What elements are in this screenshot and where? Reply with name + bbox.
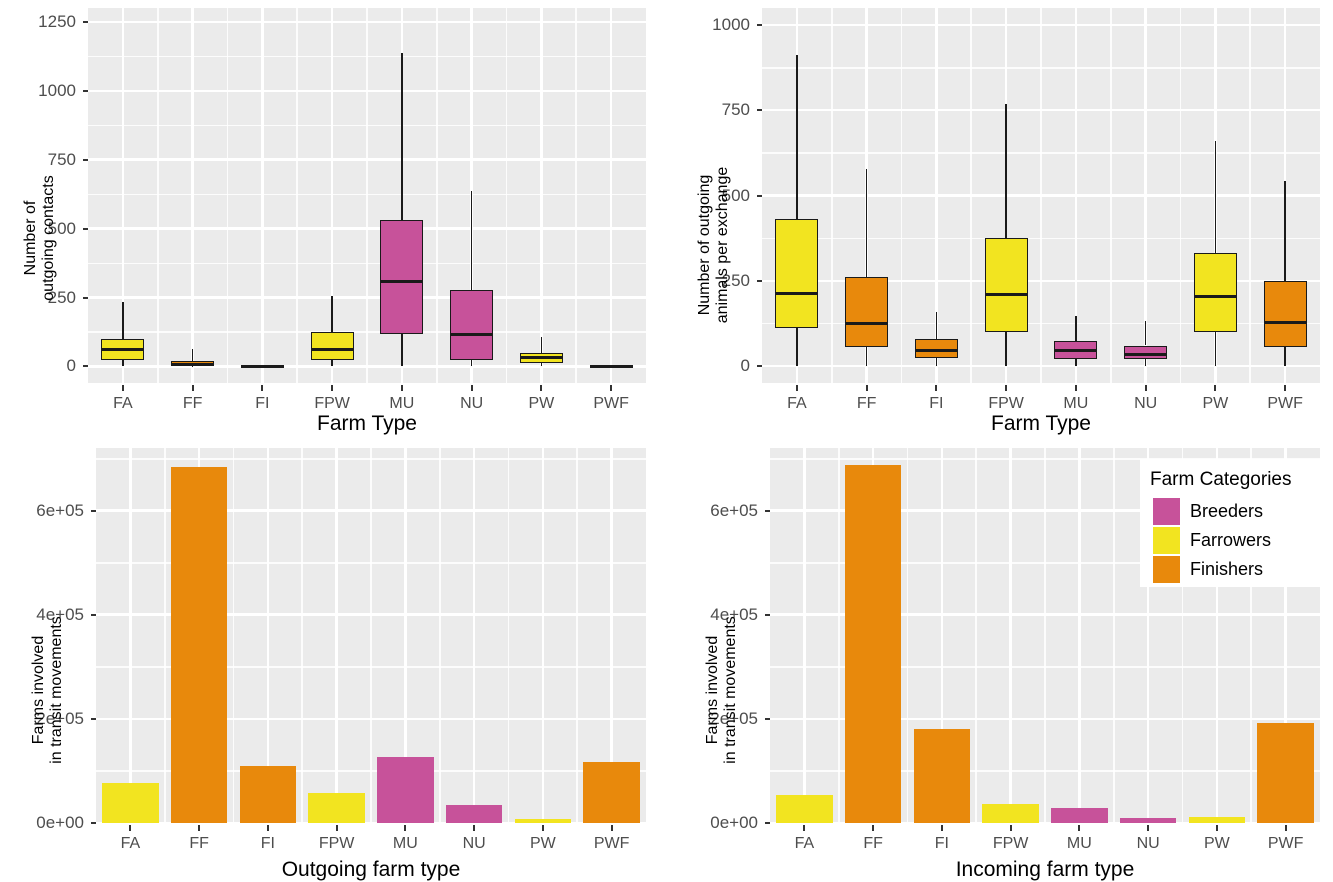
x-axis-title: Incoming farm type bbox=[795, 858, 1295, 882]
x-tick-mark bbox=[1147, 825, 1149, 831]
gridline-major-vertical bbox=[1009, 448, 1011, 823]
bar bbox=[914, 729, 970, 823]
legend-key-breeders bbox=[1153, 498, 1180, 525]
legend-key-farrowers bbox=[1153, 527, 1180, 554]
x-tick-mark bbox=[1216, 825, 1218, 831]
legend-title: Farm Categories bbox=[1150, 469, 1292, 491]
gridline-minor-vertical bbox=[838, 448, 840, 823]
gridline-minor-vertical bbox=[975, 448, 977, 823]
legend-label: Farrowers bbox=[1190, 527, 1271, 554]
y-axis-title-line: Farms involved bbox=[704, 530, 722, 850]
x-tick-mark bbox=[1078, 825, 1080, 831]
bar bbox=[1257, 723, 1313, 823]
y-axis-title-line: in transit movements bbox=[722, 530, 740, 850]
legend-label: Finishers bbox=[1190, 556, 1263, 583]
x-tick-mark bbox=[941, 825, 943, 831]
bar bbox=[982, 804, 1038, 823]
bar bbox=[1051, 808, 1107, 823]
legend-key-finishers bbox=[1153, 556, 1180, 583]
bar bbox=[845, 465, 901, 823]
y-tick-mark bbox=[765, 614, 770, 616]
bar bbox=[1189, 817, 1245, 823]
gridline-major-vertical bbox=[803, 448, 805, 823]
y-tick-mark bbox=[765, 822, 770, 824]
bar bbox=[776, 795, 832, 823]
x-tick-mark bbox=[872, 825, 874, 831]
x-tick-mark bbox=[1285, 825, 1287, 831]
x-tick-mark bbox=[803, 825, 805, 831]
gridline-minor-vertical bbox=[907, 448, 909, 823]
gridline-major-vertical bbox=[1078, 448, 1080, 823]
x-tick-label: PWF bbox=[1241, 836, 1331, 852]
y-tick-mark bbox=[765, 718, 770, 720]
y-tick-label: 6e+05 bbox=[708, 502, 758, 519]
gridline-minor-vertical bbox=[1044, 448, 1046, 823]
y-tick-mark bbox=[765, 510, 770, 512]
legend-label: Breeders bbox=[1190, 498, 1263, 525]
x-tick-mark bbox=[1010, 825, 1012, 831]
gridline-minor-vertical bbox=[1113, 448, 1115, 823]
bar bbox=[1120, 818, 1176, 823]
